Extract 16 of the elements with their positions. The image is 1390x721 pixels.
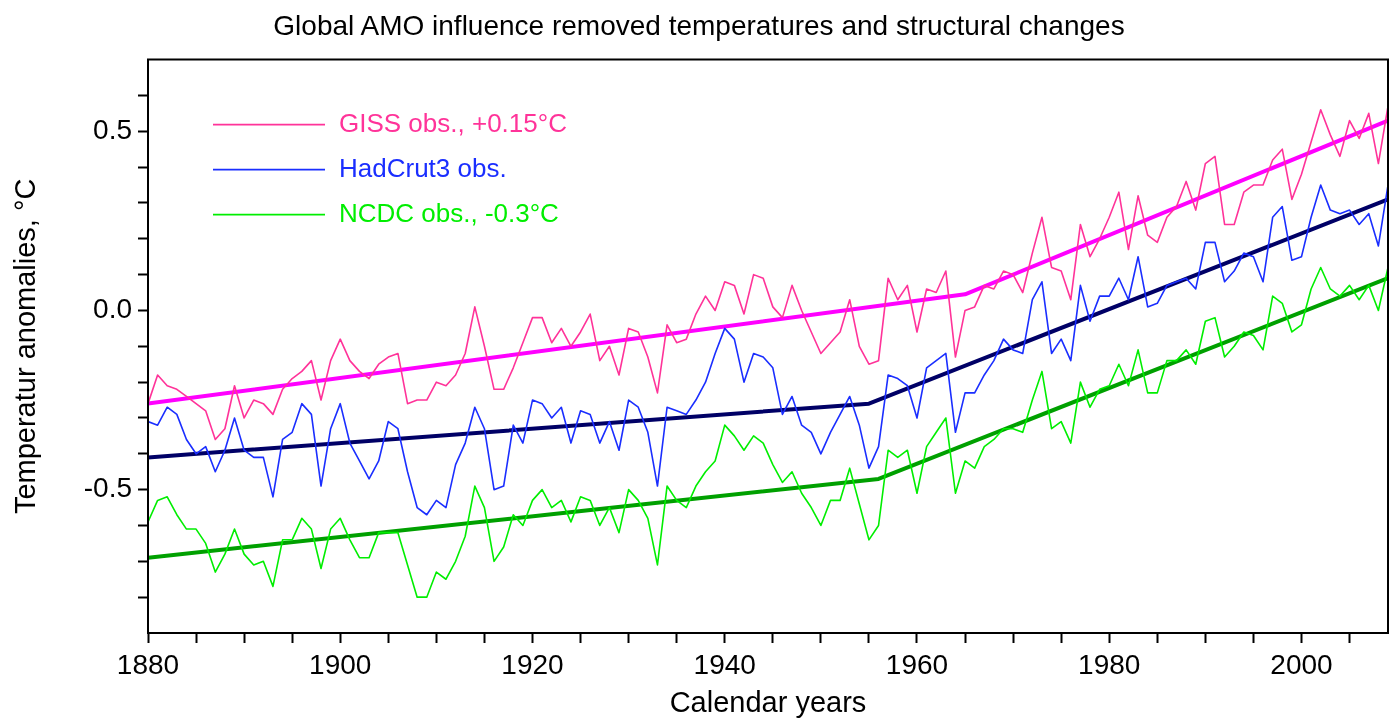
x-tick-label: 1940	[693, 648, 756, 680]
chart-title: Global AMO influence removed temperatures and structural changes	[273, 9, 1125, 41]
y-tick-label: 0.0	[93, 293, 132, 325]
y-axis-title: Temperatur anomalies, °C	[9, 178, 42, 515]
x-tick-label: 1960	[885, 648, 949, 680]
x-tick-label: 1980	[1078, 648, 1141, 680]
x-axis-title: Calendar years	[669, 685, 867, 718]
legend-label: HadCrut3 obs.	[339, 152, 507, 183]
y-tick-label: 0.5	[93, 113, 132, 145]
x-tick-label: 1920	[501, 648, 564, 680]
x-tick-label: 1900	[309, 648, 372, 680]
x-tick-label: 1880	[116, 648, 180, 680]
legend-label: GISS obs., +0.15°C	[339, 107, 567, 138]
y-tick-label: -0.5	[83, 472, 132, 504]
legend-label: NCDC obs., -0.3°C	[339, 197, 559, 228]
x-tick-label: 2000	[1270, 648, 1333, 680]
